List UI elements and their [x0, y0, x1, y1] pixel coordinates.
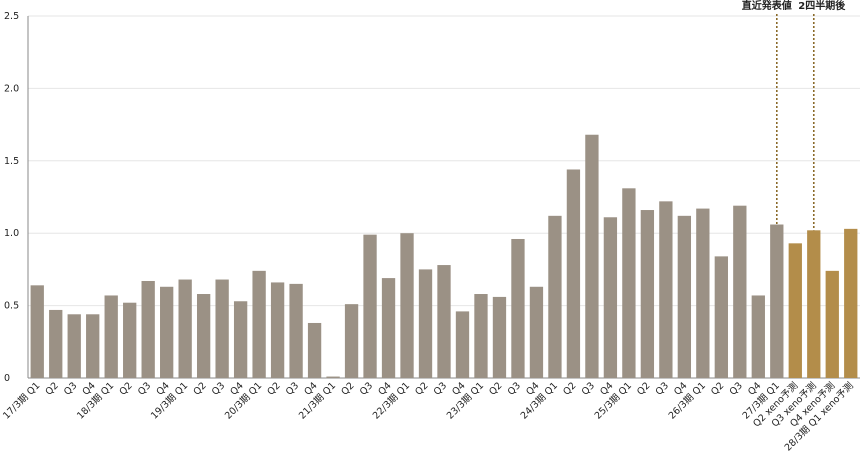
y-tick-label: 2.5 — [4, 11, 19, 22]
bar — [344, 304, 359, 378]
bar — [178, 279, 192, 378]
bar — [141, 280, 155, 378]
bar — [585, 134, 599, 378]
bar — [770, 224, 784, 378]
x-tick-label: Q2 — [117, 380, 134, 397]
bar — [104, 295, 118, 378]
x-tick-label: Q2 — [709, 380, 726, 397]
bar — [844, 228, 858, 378]
x-tick-label: Q2 — [339, 380, 356, 397]
x-tick-label: Q3 — [62, 380, 79, 397]
bar — [733, 205, 747, 378]
x-tick-label: Q3 — [358, 380, 375, 397]
bar — [511, 238, 525, 378]
bar — [548, 215, 562, 378]
x-tick-label: Q3 — [432, 380, 449, 397]
bar — [86, 314, 100, 378]
bar — [474, 294, 488, 378]
bar — [196, 294, 211, 378]
bar — [270, 282, 285, 378]
bar — [751, 295, 765, 378]
y-tick-label: 2.0 — [4, 83, 19, 94]
bar — [252, 270, 266, 378]
annotation: 直近発表値 — [742, 0, 792, 12]
bar — [566, 169, 581, 378]
bar — [788, 243, 802, 378]
bar — [529, 286, 544, 378]
bar — [696, 208, 710, 378]
bar — [825, 270, 839, 378]
x-tick-label: Q2 — [265, 380, 282, 397]
x-tick-label: Q3 — [210, 380, 227, 397]
bar — [492, 296, 507, 378]
x-tick-label: Q2 — [413, 380, 430, 397]
bar — [381, 278, 396, 378]
bar — [437, 265, 451, 378]
bar — [160, 286, 174, 378]
bar — [30, 285, 44, 378]
x-tick-label: Q3 — [506, 380, 523, 397]
bar — [714, 256, 728, 378]
bar — [49, 309, 63, 378]
y-tick-label: 0 — [4, 373, 10, 384]
bar — [363, 234, 377, 378]
bar — [677, 215, 692, 378]
bar — [400, 233, 414, 378]
bar — [326, 376, 340, 378]
x-tick-label: Q2 — [191, 380, 208, 397]
bar — [307, 322, 322, 378]
x-tick-label: Q3 — [728, 380, 745, 397]
x-tick-label: Q3 — [654, 380, 671, 397]
bar — [233, 301, 248, 378]
y-tick-label: 1.0 — [4, 228, 19, 239]
bar — [807, 230, 821, 378]
bar — [289, 283, 303, 378]
bar — [455, 311, 470, 378]
x-tick-label: 17/3期 Q1 — [1, 380, 42, 421]
bar — [603, 217, 618, 378]
bar — [640, 210, 655, 378]
x-tick-label: Q3 — [284, 380, 301, 397]
bar — [123, 302, 137, 378]
y-tick-label: 1.5 — [4, 156, 19, 167]
bar — [622, 188, 636, 378]
bar — [418, 269, 433, 378]
x-tick-label: Q3 — [136, 380, 153, 397]
x-tick-label: Q3 — [580, 380, 597, 397]
bar — [215, 279, 229, 378]
annotation: 2四半期後 — [798, 0, 846, 12]
x-tick-label: Q2 — [44, 380, 61, 397]
x-tick-label: Q2 — [635, 380, 652, 397]
x-tick-label: Q2 — [487, 380, 504, 397]
bar — [67, 314, 81, 378]
bar — [659, 201, 673, 378]
x-tick-label: Q2 — [561, 380, 578, 397]
y-tick-label: 0.5 — [4, 301, 19, 312]
